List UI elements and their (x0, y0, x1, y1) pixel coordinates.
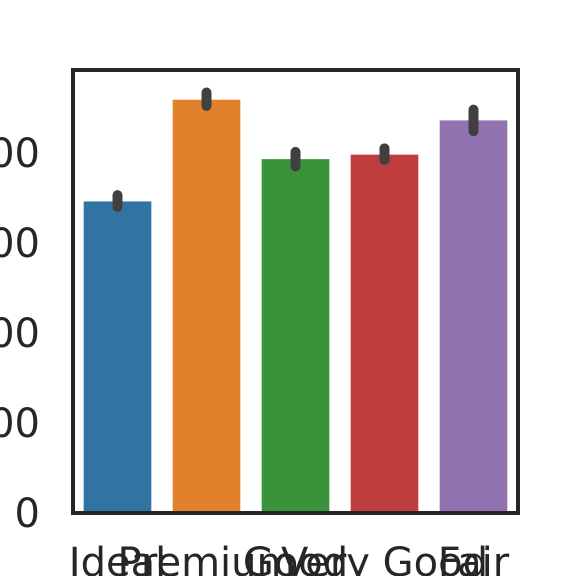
x-tick-label: Good (243, 540, 348, 576)
x-tick-label: Very Good (281, 540, 488, 576)
bar-good (261, 159, 330, 513)
y-tick-label: 3000 (0, 221, 40, 267)
bar-very-good (350, 154, 419, 513)
bars-group (83, 99, 508, 514)
x-tick-label: Fair (438, 540, 510, 576)
x-tick-label: Ideal (69, 540, 166, 576)
bar-fair (439, 120, 508, 514)
bar-ideal (83, 201, 152, 513)
plot-frame (71, 68, 520, 515)
y-tick-label: 2000 (0, 311, 40, 357)
error-bars-group (112, 87, 479, 212)
x-tick-label: Premium (118, 540, 296, 576)
y-tick-label: 4000 (0, 131, 40, 177)
y-axis-ticks: 0 1000 2000 3000 4000 (0, 131, 40, 537)
y-tick-label: 0 (15, 491, 40, 537)
y-tick-label: 1000 (0, 401, 40, 447)
bar-premium (172, 99, 241, 514)
